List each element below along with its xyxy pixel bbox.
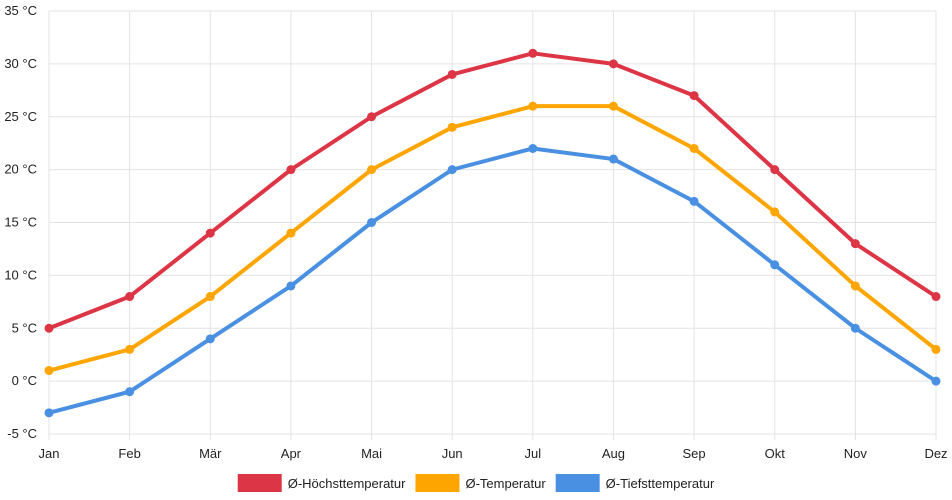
data-point[interactable] — [447, 165, 457, 175]
x-tick-label: Feb — [118, 446, 140, 461]
data-point[interactable] — [125, 387, 135, 397]
data-point[interactable] — [931, 344, 941, 354]
y-tick-label: 25 °C — [4, 109, 37, 124]
data-point[interactable] — [931, 292, 941, 302]
data-point[interactable] — [528, 143, 538, 153]
x-tick-label: Mär — [199, 446, 222, 461]
data-point[interactable] — [44, 323, 54, 333]
data-point[interactable] — [770, 207, 780, 217]
data-point[interactable] — [850, 323, 860, 333]
data-point[interactable] — [528, 101, 538, 111]
data-point[interactable] — [447, 122, 457, 132]
y-tick-label: 0 °C — [12, 373, 37, 388]
x-tick-label: Apr — [281, 446, 302, 461]
legend[interactable]: Ø-Höchsttemperatur Ø-Temperatur Ø-Tiefstte… — [237, 474, 715, 492]
legend-item-2[interactable]: Ø-Tiefsttemperatur — [555, 474, 715, 492]
series-0 — [44, 48, 941, 333]
data-point[interactable] — [770, 165, 780, 175]
legend-label: Ø-Tiefsttemperatur — [606, 476, 715, 491]
series-1 — [44, 101, 941, 376]
y-tick-label: 10 °C — [4, 267, 37, 282]
data-point[interactable] — [850, 281, 860, 291]
data-point[interactable] — [286, 228, 296, 238]
data-point[interactable] — [205, 292, 215, 302]
x-tick-label: Sep — [683, 446, 706, 461]
data-point[interactable] — [44, 408, 54, 418]
series-2 — [44, 143, 941, 418]
x-tick-label: Jul — [525, 446, 542, 461]
data-point[interactable] — [608, 154, 618, 164]
data-point[interactable] — [770, 260, 780, 270]
data-point[interactable] — [528, 48, 538, 58]
data-point[interactable] — [608, 59, 618, 69]
grid-layer — [48, 10, 937, 440]
legend-swatch — [555, 474, 600, 492]
y-tick-label: 30 °C — [4, 56, 37, 71]
x-tick-label: Mai — [361, 446, 382, 461]
y-tick-label: 5 °C — [12, 320, 37, 335]
x-tick-label: Jan — [39, 446, 60, 461]
x-tick-label: Dez — [924, 446, 947, 461]
x-tick-label: Nov — [844, 446, 868, 461]
data-point[interactable] — [286, 165, 296, 175]
data-point[interactable] — [125, 344, 135, 354]
data-point[interactable] — [367, 218, 377, 227]
y-tick-label: 20 °C — [4, 162, 37, 177]
series-layer — [44, 48, 941, 418]
legend-label: Ø-Temperatur — [465, 476, 546, 491]
series-line — [47, 104, 938, 373]
series-line — [47, 146, 938, 415]
y-tick-label: 35 °C — [4, 3, 37, 18]
legend-item-0[interactable]: Ø-Höchsttemperatur — [237, 474, 406, 492]
data-point[interactable] — [205, 228, 215, 238]
y-tick-label: -5 °C — [7, 426, 37, 441]
data-point[interactable] — [931, 376, 941, 386]
axis-layer: -5 °C 0 °C 5 °C 10 °C 15 °C 20 °C 25 °C 30 °C 35… — [4, 3, 947, 461]
data-point[interactable] — [367, 112, 377, 122]
data-point[interactable] — [689, 196, 699, 206]
series-line — [47, 51, 938, 331]
data-point[interactable] — [44, 366, 54, 376]
data-point[interactable] — [286, 281, 296, 291]
data-point[interactable] — [205, 334, 215, 344]
data-point[interactable] — [689, 91, 699, 101]
data-point[interactable] — [850, 239, 860, 249]
legend-swatch — [415, 474, 460, 492]
x-tick-label: Okt — [765, 446, 786, 461]
legend-item-1[interactable]: Ø-Temperatur — [415, 474, 546, 492]
x-tick-label: Jun — [442, 446, 463, 461]
data-point[interactable] — [608, 101, 618, 111]
y-tick-label: 15 °C — [4, 215, 37, 230]
data-point[interactable] — [125, 292, 135, 302]
legend-label: Ø-Höchsttemperatur — [288, 476, 406, 491]
data-point[interactable] — [689, 143, 699, 153]
legend-swatch — [237, 474, 282, 492]
data-point[interactable] — [447, 69, 457, 79]
data-point[interactable] — [367, 165, 377, 175]
x-tick-label: Aug — [602, 446, 625, 461]
